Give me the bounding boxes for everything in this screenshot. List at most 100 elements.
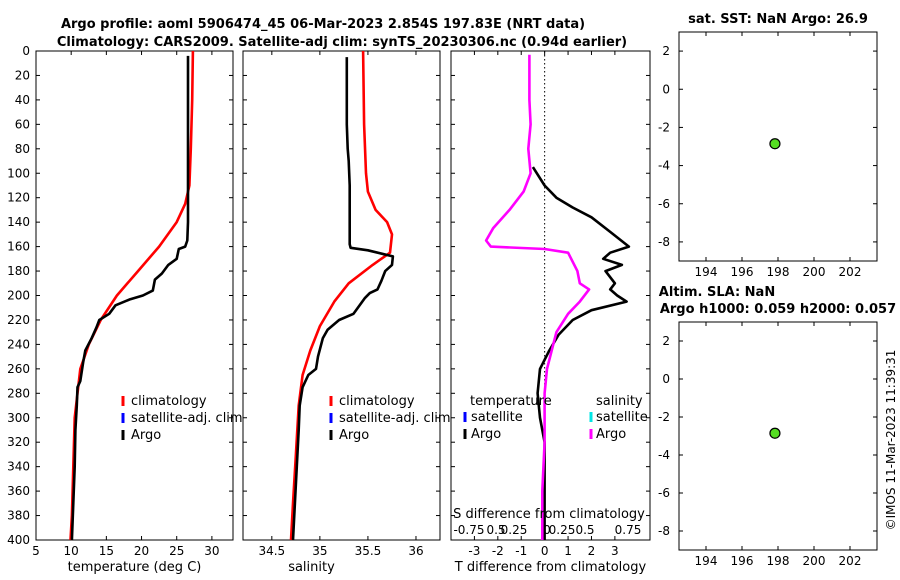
temp-frame — [35, 50, 234, 541]
diff-series-t-difference — [531, 166, 631, 540]
depth-tick-label: 360 — [7, 484, 30, 498]
sla-xtick-label: 200 — [803, 554, 826, 568]
sst-float-location-marker — [769, 138, 781, 150]
temp-xtick-label: 25 — [169, 544, 184, 558]
depth-tick-label: 200 — [7, 289, 30, 303]
sal-series-climatology — [289, 50, 394, 541]
temp-legend-label: climatology — [131, 394, 207, 409]
depth-tick-label: 100 — [7, 166, 30, 180]
depth-tick-label: 60 — [15, 117, 30, 131]
diff-top-tick-label: 0 — [543, 523, 551, 537]
temp-series-climatology — [69, 50, 195, 541]
sla-xtick-label: 202 — [839, 554, 862, 568]
diff-xtick-label: 2 — [588, 544, 596, 558]
sst-panel: 194 196 198 200 202 2 0 -2 -4 -6 -8 — [658, 31, 878, 279]
sst-xtick-label: 202 — [839, 265, 862, 279]
sla-title-line1: Altim. SLA: NaN — [659, 285, 775, 300]
diff-legend-label-left: satellite — [471, 410, 523, 425]
sst-ytick-label: 2 — [662, 44, 670, 58]
sla-ytick-label: -6 — [658, 486, 670, 500]
diff-top-tick-label: 0.25 — [549, 523, 576, 537]
sal-frame — [242, 50, 441, 541]
sal-xtick-label: 35 — [312, 544, 327, 558]
sst-xtick-label: 196 — [731, 265, 754, 279]
temp-legend-label: satellite-adj. clim — [131, 411, 243, 426]
diff-top-tick-label: 0.5 — [486, 523, 505, 537]
diff-xtick-label: 0 — [541, 544, 549, 558]
sal-xtick-label: 35.5 — [355, 544, 382, 558]
diff-legend-title-salinity: salinity — [596, 394, 643, 409]
sst-xtick-label: 198 — [767, 265, 790, 279]
sla-ytick-label: 0 — [662, 372, 670, 386]
temp-xtick-label: 10 — [64, 544, 79, 558]
sla-xtick-label: 198 — [767, 554, 790, 568]
diff-top-tick-label: 0.75 — [615, 523, 642, 537]
sst-ytick-label: -2 — [658, 120, 670, 134]
sst-title: sat. SST: NaN Argo: 26.9 — [688, 12, 868, 27]
sla-panel: 194 196 198 200 202 2 0 -2 -4 -6 -8 — [658, 321, 878, 568]
diff-xlabel: T difference from climatology — [454, 560, 647, 575]
sla-ytick-label: -4 — [658, 448, 670, 462]
diff-top-tick-label: 0.5 — [575, 523, 594, 537]
temp-xtick-label: 5 — [32, 544, 40, 558]
sal-series-argo — [291, 57, 395, 541]
diff-xtick-label: -2 — [492, 544, 504, 558]
temp-legend-label: Argo — [131, 428, 161, 443]
sal-legend-label: satellite-adj. clim — [339, 411, 451, 426]
depth-tick-label: 0 — [22, 44, 30, 58]
diff-frame — [450, 50, 651, 541]
main-title-line2: Climatology: CARS2009. Satellite-adj cli… — [57, 35, 627, 50]
depth-tick-label: 80 — [15, 142, 30, 156]
depth-tick-label: 160 — [7, 240, 30, 254]
sst-ytick-label: -4 — [658, 159, 670, 173]
depth-tick-label: 320 — [7, 435, 30, 449]
sla-ytick-label: -2 — [658, 410, 670, 424]
sal-legend-label: Argo — [339, 428, 369, 443]
depth-tick-label: 180 — [7, 264, 30, 278]
diff-legend-label-left: Argo — [471, 427, 501, 442]
diff-xtick-label: -3 — [468, 544, 480, 558]
depth-tick-label: 220 — [7, 313, 30, 327]
sla-title-line2: Argo h1000: 0.059 h2000: 0.057 — [660, 302, 896, 317]
sla-xtick-label: 194 — [695, 554, 718, 568]
sla-ytick-label: -8 — [658, 524, 670, 538]
depth-tick-label: 380 — [7, 509, 30, 523]
sst-ytick-label: -8 — [658, 235, 670, 249]
sal-xtick-label: 34.5 — [258, 544, 285, 558]
diff-xlabel-top: S difference from climatology — [453, 507, 645, 522]
diff-top-tick-label: 0.25 — [501, 523, 528, 537]
temp-xlabel: temperature (deg C) — [68, 560, 202, 575]
sst-ytick-label: -6 — [658, 197, 670, 211]
sla-ytick-label: 2 — [662, 334, 670, 348]
depth-tick-label: 20 — [15, 68, 30, 82]
difference-panel: -3 -2 -1 0 1 2 3T difference from climatologyt… — [450, 50, 651, 575]
diff-legend-label-right: Argo — [596, 427, 626, 442]
temperature-panel: 5 10 15 20 25 3002040608010012014016018020022… — [7, 44, 243, 575]
temp-xtick-label: 15 — [99, 544, 114, 558]
timestamp-label: ©IMOS 11-Mar-2023 11:39:31 — [884, 350, 898, 531]
depth-tick-label: 340 — [7, 460, 30, 474]
temp-series-argo — [70, 55, 190, 541]
depth-tick-label: 140 — [7, 215, 30, 229]
sst-xtick-label: 194 — [695, 265, 718, 279]
temp-xtick-label: 20 — [134, 544, 149, 558]
diff-series-s-difference — [484, 54, 591, 540]
depth-tick-label: 260 — [7, 362, 30, 376]
salinity-panel: 34.5 35 35.5 36 salinity climatology satellite… — [242, 50, 451, 575]
depth-tick-label: 400 — [7, 533, 30, 547]
sal-xlabel: salinity — [288, 560, 335, 575]
diff-xtick-label: -1 — [515, 544, 527, 558]
sal-legend-label: climatology — [339, 394, 415, 409]
sla-xtick-label: 196 — [731, 554, 754, 568]
depth-tick-label: 280 — [7, 386, 30, 400]
diff-top-tick-label: -0.75 — [453, 523, 484, 537]
depth-tick-label: 240 — [7, 337, 30, 351]
diff-legend-label-right: satellite — [596, 410, 648, 425]
main-title-line1: Argo profile: aoml 5906474_45 06-Mar-202… — [61, 17, 585, 32]
diff-legend-title-temperature: temperature — [470, 394, 552, 409]
sst-ytick-label: 0 — [662, 82, 670, 96]
temp-xtick-label: 30 — [204, 544, 219, 558]
depth-tick-label: 300 — [7, 411, 30, 425]
diff-xtick-label: 1 — [564, 544, 572, 558]
